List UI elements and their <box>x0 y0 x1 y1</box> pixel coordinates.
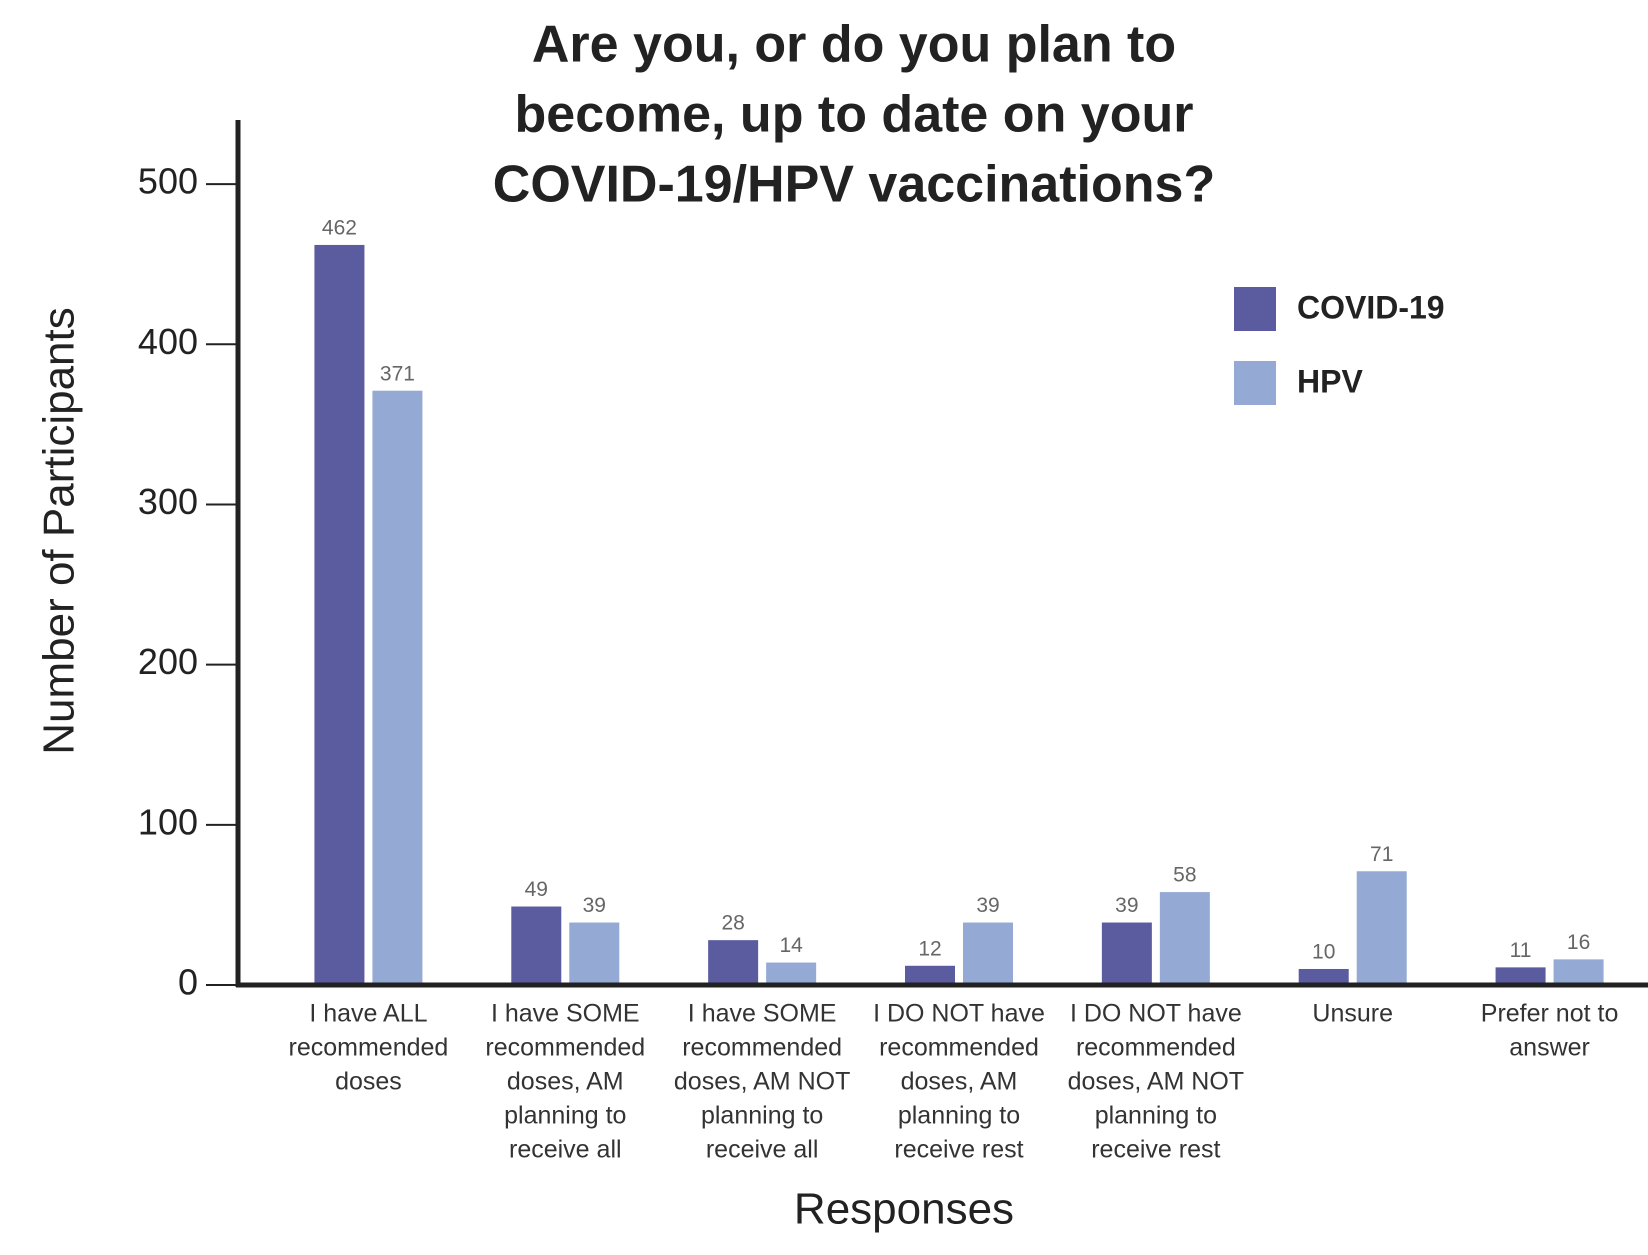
x-tick-label: I have ALL <box>309 1000 427 1028</box>
legend-label: HPV <box>1297 363 1363 399</box>
bar <box>372 390 423 985</box>
x-tick-label: I DO NOT have <box>873 1000 1045 1028</box>
x-tick-label: doses, AM <box>507 1068 624 1096</box>
bar <box>963 922 1013 985</box>
bar <box>708 940 759 985</box>
bar <box>1298 968 1349 985</box>
x-tick-label: Prefer not to <box>1481 1000 1619 1028</box>
bar <box>1101 922 1152 985</box>
bar <box>314 244 365 985</box>
legend-label: COVID-19 <box>1297 289 1445 325</box>
chart-title: Are you, or do you plan to <box>532 16 1176 74</box>
x-tick-label: recommended <box>485 1034 645 1062</box>
value-label: 49 <box>525 878 548 901</box>
x-tick-label: recommended <box>1076 1034 1236 1062</box>
value-label: 14 <box>779 934 803 957</box>
value-label: 39 <box>1115 894 1138 917</box>
y-tick-label: 100 <box>138 801 198 842</box>
y-axis-label: Number of Participants <box>35 307 84 755</box>
x-tick-label: planning to <box>504 1102 626 1130</box>
x-tick-label: doses, AM NOT <box>674 1068 850 1096</box>
x-tick-label: I have SOME <box>688 1000 837 1028</box>
x-axis-label: Responses <box>794 1185 1014 1234</box>
value-label: 12 <box>918 937 941 960</box>
value-label: 11 <box>1510 939 1532 962</box>
bar <box>1553 959 1604 985</box>
legend-swatch <box>1234 287 1276 331</box>
x-tick-label: recommended <box>879 1034 1039 1062</box>
value-label: 71 <box>1370 843 1393 866</box>
chart-title: become, up to date on your <box>515 86 1194 144</box>
bar <box>569 922 620 985</box>
value-label: 39 <box>583 894 606 917</box>
y-tick-label: 300 <box>138 481 198 522</box>
y-tick-label: 0 <box>178 962 198 1003</box>
legend-swatch <box>1234 361 1276 405</box>
x-tick-label: answer <box>1509 1034 1590 1062</box>
value-label: 39 <box>976 894 999 917</box>
x-tick-label: receive all <box>706 1136 819 1164</box>
bar <box>905 965 955 985</box>
x-tick-label: planning to <box>701 1102 823 1130</box>
bar <box>1356 871 1407 985</box>
value-label: 16 <box>1567 931 1590 954</box>
bar <box>511 906 562 985</box>
y-tick-label: 200 <box>138 641 198 682</box>
x-tick-label: planning to <box>898 1102 1020 1130</box>
x-tick-label: I DO NOT have <box>1070 1000 1242 1028</box>
x-tick-label: receive all <box>509 1136 622 1164</box>
value-label: 28 <box>721 912 744 935</box>
value-label: 371 <box>380 362 415 385</box>
chart-title: COVID-19/HPV vaccinations? <box>493 156 1215 214</box>
x-tick-label: doses <box>335 1068 402 1096</box>
x-tick-label: receive rest <box>1091 1136 1220 1164</box>
y-tick-label: 500 <box>138 161 198 202</box>
value-label: 58 <box>1173 864 1196 887</box>
bar <box>1159 892 1210 985</box>
bar <box>1495 967 1546 985</box>
x-tick-label: doses, AM <box>901 1068 1018 1096</box>
x-tick-label: I have SOME <box>491 1000 640 1028</box>
x-tick-label: recommended <box>682 1034 842 1062</box>
x-tick-label: planning to <box>1095 1102 1217 1130</box>
x-tick-label: Unsure <box>1312 1000 1393 1028</box>
value-label: 10 <box>1312 941 1335 964</box>
x-tick-label: recommended <box>289 1034 449 1062</box>
value-label: 462 <box>322 216 357 239</box>
y-tick-label: 400 <box>138 321 198 362</box>
x-tick-label: receive rest <box>894 1136 1023 1164</box>
bar <box>766 962 817 985</box>
x-tick-label: doses, AM NOT <box>1068 1068 1244 1096</box>
